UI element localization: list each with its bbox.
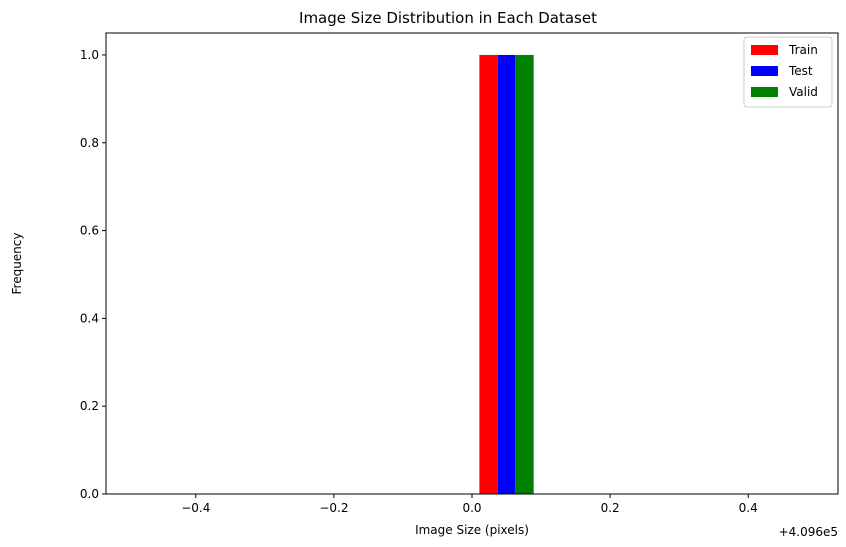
y-tick-label: 0.6 — [80, 224, 99, 238]
bar-valid — [515, 54, 534, 494]
chart-title: Image Size Distribution in Each Dataset — [299, 9, 597, 27]
legend: Train Test Valid — [743, 36, 833, 108]
legend-label-train: Train — [788, 43, 818, 57]
y-axis-label: Frequency — [10, 233, 24, 295]
x-tick-label: 0.4 — [739, 501, 758, 515]
bar-train — [479, 54, 498, 494]
x-tick-label: −0.4 — [181, 501, 210, 515]
x-axis-offset-label: +4.096e5 — [779, 525, 838, 539]
legend-swatch-valid — [751, 87, 778, 97]
y-tick-label: 1.0 — [80, 48, 99, 62]
legend-swatch-test — [751, 66, 778, 76]
y-tick-label: 0.8 — [80, 136, 99, 150]
x-tick-label: 0.2 — [601, 501, 620, 515]
y-tick-label: 0.0 — [80, 487, 99, 501]
y-tick-label: 0.4 — [80, 311, 99, 325]
bars-layer — [479, 54, 534, 494]
legend-label-valid: Valid — [789, 85, 818, 99]
x-tick-label: 0.0 — [462, 501, 481, 515]
x-tick-label: −0.2 — [319, 501, 348, 515]
plot-frame — [105, 32, 839, 495]
y-axis-ticks: 0.0 0.2 0.4 0.6 0.8 1.0 — [80, 48, 106, 501]
x-axis-ticks: −0.4 −0.2 0.0 0.2 0.4 — [181, 494, 758, 515]
bar-test — [497, 54, 516, 494]
x-axis-label: Image Size (pixels) — [415, 523, 529, 537]
y-tick-label: 0.2 — [80, 399, 99, 413]
legend-label-test: Test — [788, 64, 813, 78]
legend-swatch-train — [751, 45, 778, 55]
